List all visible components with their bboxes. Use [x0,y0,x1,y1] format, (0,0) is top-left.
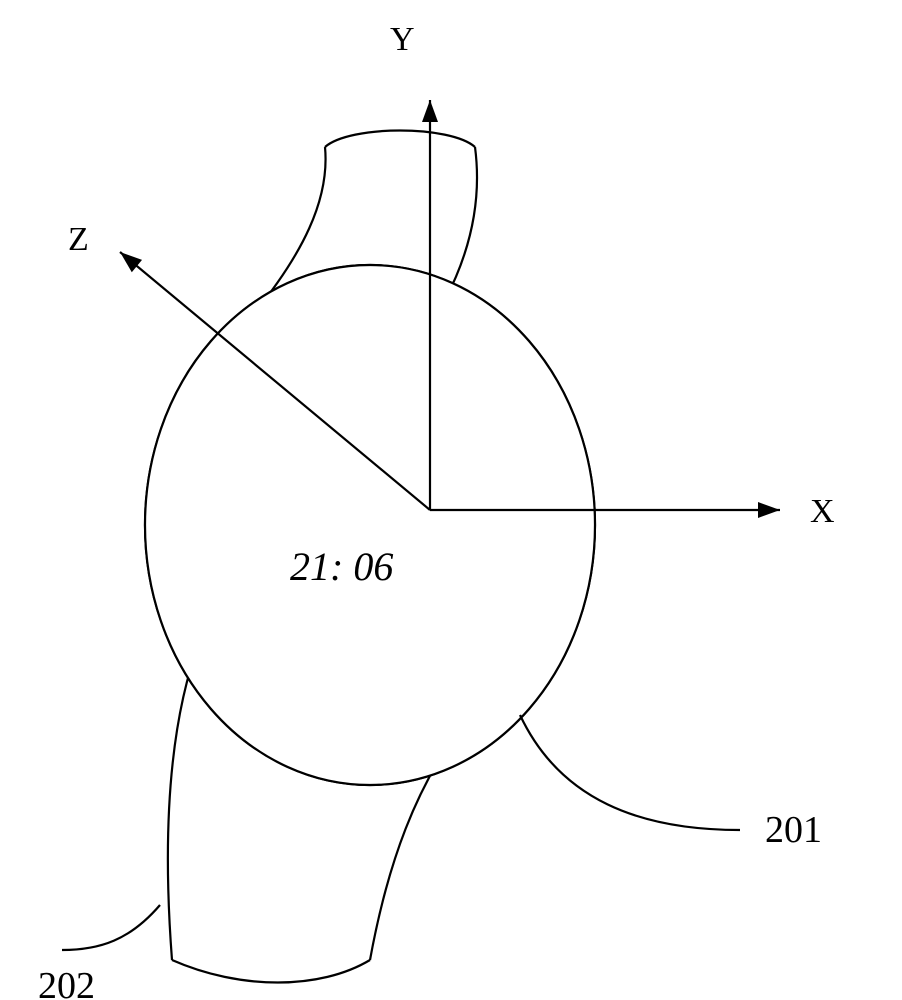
leader-201 [520,715,740,830]
watch-face-front [145,265,595,785]
axis-x-label: X [810,493,835,530]
axis-y-arrow [422,100,438,122]
axis-y-label: Y [390,21,415,58]
ref-201-label: 201 [765,809,822,851]
ref-202-label: 202 [38,965,95,1000]
axis-x-arrow [758,502,780,518]
diagram-canvas: X Y Z 21: 06 201 202 [0,0,902,1000]
leader-202 [62,905,160,950]
strap-bottom-cap [172,960,370,983]
watch-time-text: 21: 06 [290,544,393,589]
axis-z-label: Z [68,221,89,258]
strap-top-right [445,147,477,300]
axis-z-arrow [120,252,142,272]
strap-top-cap [325,131,475,148]
